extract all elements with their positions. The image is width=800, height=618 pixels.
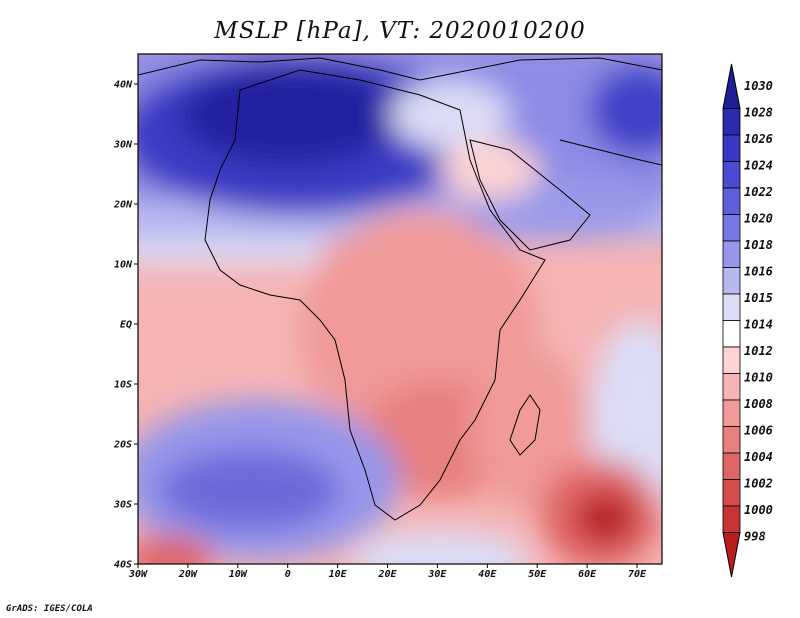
colorbar-label: 1026	[744, 132, 773, 146]
colorbar-label: 1018	[744, 238, 773, 252]
colorbar-swatch	[722, 373, 741, 401]
map-frame	[137, 53, 663, 565]
lat-tick-label: 30S	[113, 500, 132, 511]
colorbar-label: 1012	[744, 344, 773, 358]
arabia-coastline	[469, 139, 591, 251]
europe-coastline	[138, 57, 662, 81]
lat-tick-label: 20N	[113, 200, 133, 211]
map-title: MSLP [hPa], VT: 2020010200	[214, 18, 586, 44]
axis-ticks: 30W 20W 10W 0 10E 20E 30E 40E 50E 60E 70E 40N 30N 20N…	[113, 80, 647, 581]
pressure-field	[138, 54, 662, 564]
lon-tick-label: 10E	[329, 569, 348, 580]
colorbar-label: 1002	[744, 477, 773, 491]
lat-tick-label: 10N	[114, 260, 133, 271]
colorbar-swatch	[722, 505, 741, 533]
colorbar-label: 1020	[744, 212, 773, 226]
lon-tick-label: 60E	[578, 569, 597, 580]
lon-tick-label: 70E	[628, 569, 647, 580]
colorbar-label: 1016	[744, 265, 773, 279]
colorbar-label: 1015	[744, 291, 773, 305]
colorbar-swatch	[722, 426, 741, 454]
lon-tick-label: 30E	[427, 569, 447, 580]
colorbar-swatch	[722, 452, 741, 480]
colorbar-swatch	[722, 293, 741, 321]
colorbar-swatch	[722, 187, 741, 215]
colorbar-label: 1028	[744, 106, 773, 120]
colorbar-swatch	[722, 479, 741, 507]
africa-coastline	[204, 69, 546, 521]
colorbar-swatch	[722, 134, 741, 162]
colorbar-label: 1000	[744, 503, 773, 517]
colorbar-swatch	[722, 267, 741, 295]
lon-tick-label: 50E	[528, 569, 547, 580]
colorbar-swatch	[722, 320, 741, 348]
colorbar-swatch	[722, 346, 741, 374]
lon-tick-label: 40E	[478, 569, 497, 580]
lon-tick-label: 20E	[377, 569, 397, 580]
colorbar-label: 1004	[744, 450, 773, 464]
grads-credit: GrADS: IGES/COLA	[6, 604, 93, 614]
colorbar: 1030 1028 1026 1024 1022 1020 1018 1016 1015 1014…	[722, 63, 773, 578]
field-bands	[138, 54, 662, 564]
lon-tick-label: 0	[285, 569, 291, 580]
lat-tick-label: EQ	[120, 320, 132, 331]
colorbar-label: 1006	[744, 424, 773, 438]
lon-tick-label: 10W	[229, 569, 248, 580]
colorbar-label: 1030	[744, 79, 773, 93]
colorbar-label: 1010	[744, 371, 773, 385]
colorbar-swatch-top-arrow	[722, 63, 741, 109]
lat-tick-label: 30N	[113, 140, 133, 151]
lat-tick-label: 40N	[114, 80, 133, 91]
colorbar-label: 1008	[744, 397, 773, 411]
colorbar-swatch-bottom-arrow	[722, 532, 741, 578]
lat-tick-label: 40S	[114, 560, 132, 571]
colorbar-swatch	[722, 399, 741, 427]
colorbar-swatch	[722, 214, 741, 242]
lat-tick-label: 20S	[113, 440, 132, 451]
colorbar-swatch	[722, 240, 741, 268]
lon-tick-label: 30W	[128, 569, 148, 580]
colorbar-label: 998	[744, 530, 766, 544]
persia-coastline	[559, 139, 662, 166]
colorbar-swatch	[722, 161, 741, 189]
coastlines	[138, 57, 662, 521]
colorbar-swatch	[722, 108, 741, 136]
madagascar-coastline	[509, 394, 541, 456]
lon-tick-label: 20W	[178, 569, 198, 580]
colorbar-label: 1024	[744, 159, 773, 173]
colorbar-label: 1014	[744, 318, 773, 332]
lat-tick-label: 10S	[114, 380, 132, 391]
colorbar-label: 1022	[744, 185, 773, 199]
